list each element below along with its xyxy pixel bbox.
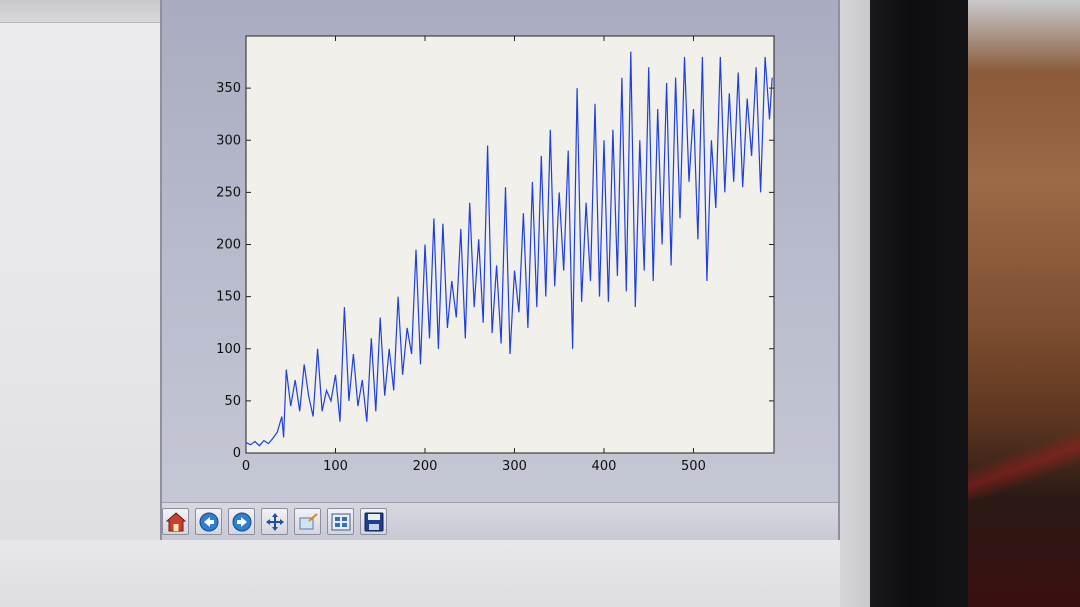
series-line <box>245 51 773 447</box>
zoom-button[interactable] <box>294 508 321 535</box>
pan-arrows-icon <box>265 512 284 531</box>
home-icon <box>165 511 186 531</box>
forward-button[interactable] <box>228 508 255 535</box>
subplots-config-icon <box>331 513 350 530</box>
y-tick-label: 300 <box>216 133 241 148</box>
back-arrow-icon <box>199 512 218 531</box>
forward-arrow-icon <box>232 512 251 531</box>
background-desk-left <box>0 0 160 607</box>
x-tick-label: 0 <box>242 459 250 474</box>
save-disk-icon <box>364 512 383 531</box>
line-chart: 0 100 200 300 400 500 0 50 100 150 200 250 300 350 <box>216 35 775 474</box>
save-button[interactable] <box>360 508 387 535</box>
y-tick-label: 0 <box>233 446 241 461</box>
zoom-rect-icon <box>299 512 318 529</box>
background-desk-bottom <box>0 540 880 607</box>
background-window-titlebar <box>0 0 160 23</box>
y-tick-label: 50 <box>224 394 241 409</box>
subplots-button[interactable] <box>327 508 354 535</box>
y-tick-label: 150 <box>216 290 241 305</box>
x-tick-label: 200 <box>413 459 438 474</box>
pan-button[interactable] <box>261 508 288 535</box>
y-tick-label: 100 <box>216 342 241 357</box>
x-tick-label: 500 <box>681 459 706 474</box>
home-button[interactable] <box>162 508 189 535</box>
axes-background <box>245 35 775 454</box>
navigation-toolbar <box>162 502 838 540</box>
matplotlib-window: 0 100 200 300 400 500 0 50 100 150 200 250 300 350 <box>160 0 840 540</box>
background-room-reflection <box>968 420 1080 500</box>
x-tick-label: 400 <box>592 459 617 474</box>
y-tick-label: 250 <box>216 185 241 200</box>
y-tick-label: 350 <box>216 81 241 96</box>
background-room <box>968 0 1080 607</box>
x-tick-label: 100 <box>323 459 348 474</box>
figure-canvas[interactable]: 0 100 200 300 400 500 0 50 100 150 200 250 300 350 <box>162 0 838 500</box>
monitor-bezel <box>870 0 970 607</box>
y-tick-label: 200 <box>216 238 241 253</box>
back-button[interactable] <box>195 508 222 535</box>
x-tick-label: 300 <box>502 459 527 474</box>
axis-ticks: 0 100 200 300 400 500 0 50 100 150 200 250 300 350 <box>216 36 774 474</box>
